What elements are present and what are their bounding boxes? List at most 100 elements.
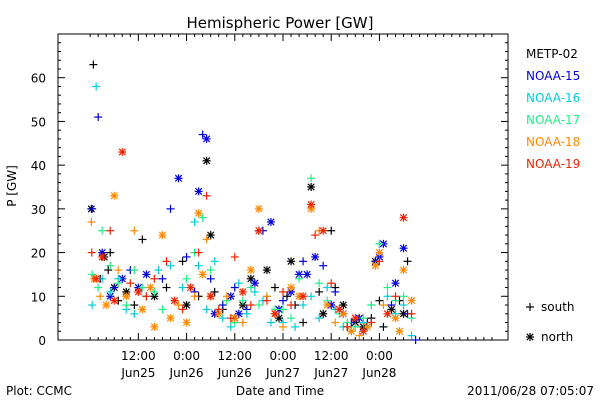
data-point	[94, 113, 103, 122]
data-point	[403, 257, 412, 266]
data-point	[351, 322, 360, 331]
x-tick-label-date: Jun25	[120, 366, 155, 380]
data-point	[182, 274, 191, 283]
data-point	[315, 287, 324, 296]
data-point	[198, 213, 207, 222]
data-point	[359, 327, 368, 336]
data-point	[146, 283, 155, 292]
data-point	[218, 301, 227, 310]
data-point	[311, 252, 320, 261]
data-point	[198, 270, 207, 279]
legend-entry: NOAA-17	[526, 113, 580, 127]
data-point	[343, 322, 352, 331]
data-point	[182, 318, 191, 327]
data-point	[202, 235, 211, 244]
data-point	[246, 301, 255, 310]
data-point	[178, 305, 187, 314]
data-point	[178, 283, 187, 292]
data-point	[319, 309, 328, 318]
data-point	[142, 292, 151, 301]
data-point	[190, 217, 199, 226]
data-point	[202, 305, 211, 314]
data-point	[170, 296, 179, 305]
y-tick-label: 20	[31, 247, 46, 261]
data-point	[395, 327, 404, 336]
data-point	[130, 226, 139, 235]
data-point	[206, 274, 215, 283]
y-tick-label: 0	[38, 334, 46, 348]
data-point	[206, 292, 215, 301]
data-point	[391, 279, 400, 288]
y-axis-label: P [GW]	[5, 165, 19, 207]
data-point	[162, 283, 171, 292]
data-point	[266, 318, 275, 327]
legend-entry: NOAA-16	[526, 91, 580, 105]
data-point	[311, 231, 320, 240]
x-tick-label-date: Jun26	[169, 366, 204, 380]
marker-legend-label: north	[541, 330, 573, 344]
data-point	[158, 274, 167, 283]
data-point	[122, 292, 131, 301]
data-point	[411, 336, 420, 344]
x-tick-label-time: 12:00	[314, 349, 349, 363]
x-tick-label-time: 0:00	[366, 349, 393, 363]
data-point	[379, 322, 388, 331]
data-point	[226, 314, 235, 323]
data-point	[299, 292, 308, 301]
data-point	[399, 292, 408, 301]
data-point	[279, 305, 287, 314]
data-point	[182, 252, 191, 261]
data-point	[162, 257, 171, 266]
data-point	[262, 266, 271, 275]
data-point	[206, 266, 215, 275]
data-point	[98, 226, 107, 235]
data-point	[254, 226, 263, 235]
data-point	[407, 309, 416, 318]
data-point	[295, 274, 304, 283]
data-point	[351, 314, 360, 323]
data-point	[307, 200, 316, 209]
y-tick-label: 60	[31, 72, 46, 86]
data-point	[138, 283, 147, 292]
data-point	[166, 261, 175, 270]
data-point	[299, 318, 308, 327]
data-point	[315, 314, 324, 323]
y-tick-label: 30	[31, 203, 46, 217]
data-point	[182, 301, 191, 310]
data-point	[194, 248, 203, 257]
data-point	[375, 296, 384, 305]
data-point	[375, 248, 384, 257]
data-point	[287, 257, 296, 266]
data-point	[130, 309, 139, 318]
data-point	[122, 301, 131, 310]
data-point	[254, 301, 263, 310]
data-point	[218, 314, 227, 323]
data-point	[118, 148, 127, 157]
data-point	[287, 301, 296, 310]
data-point	[96, 292, 105, 301]
data-point	[89, 60, 98, 69]
data-point	[327, 226, 336, 235]
x-tick-label-date: Jun27	[313, 366, 348, 380]
x-tick-label-time: 0:00	[173, 349, 200, 363]
data-point	[359, 314, 368, 323]
plot-timestamp: 2011/06/28 07:05:07	[467, 384, 594, 398]
data-point	[399, 244, 408, 253]
data-point	[88, 301, 97, 310]
data-point	[186, 283, 195, 292]
data-point	[166, 314, 175, 323]
data-point	[331, 287, 340, 296]
data-point	[138, 235, 147, 244]
y-tick-label: 40	[31, 159, 46, 173]
data-point	[87, 248, 96, 257]
data-point	[242, 309, 251, 318]
data-point	[104, 266, 113, 275]
data-point	[303, 270, 312, 279]
data-point	[222, 292, 231, 301]
data-point	[166, 204, 175, 213]
data-point	[323, 301, 332, 310]
data-point	[323, 283, 332, 292]
data-point	[315, 279, 324, 288]
data-point	[383, 283, 392, 292]
